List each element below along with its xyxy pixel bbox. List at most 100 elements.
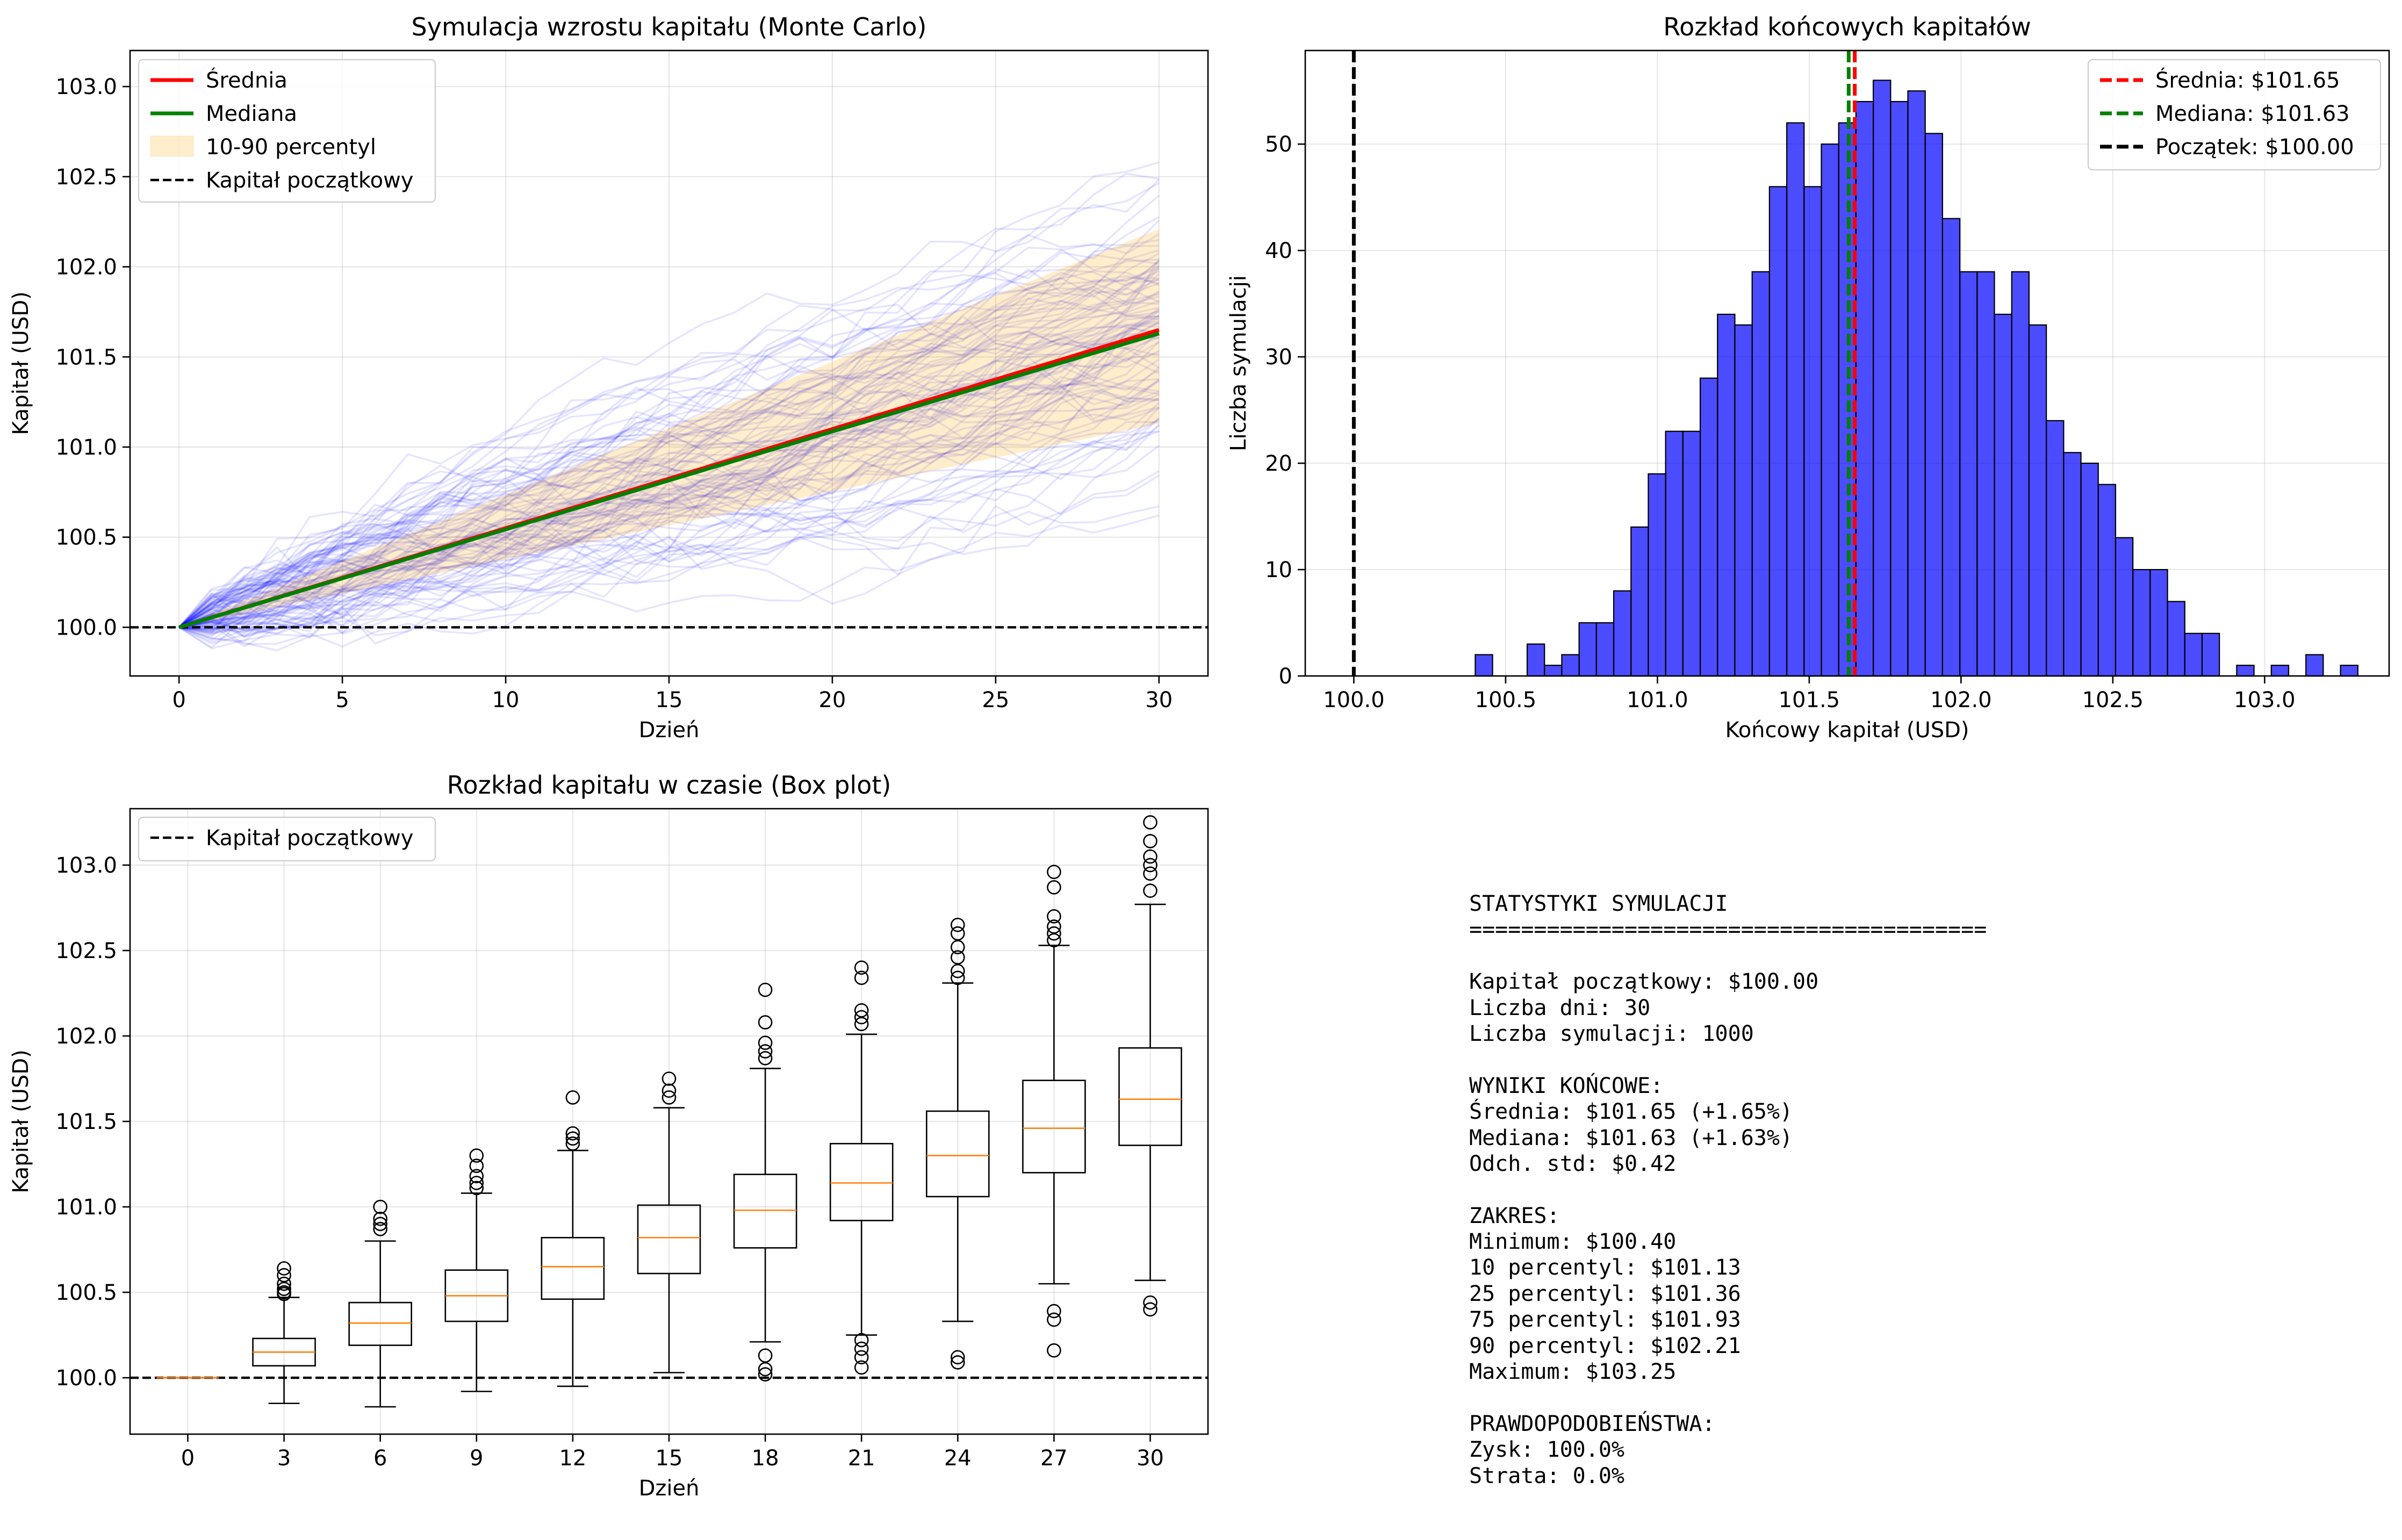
y-tick-label: 102.5	[55, 165, 117, 190]
y-tick-label: 103.0	[55, 853, 117, 878]
x-tick-label: 15	[656, 1446, 683, 1471]
legend-label: Mediana: $101.63	[2155, 102, 2350, 126]
stats-line: Odch. std: $0.42	[1469, 1151, 2275, 1177]
histogram-bar	[1925, 133, 1943, 676]
y-tick-label: 101.0	[55, 435, 117, 460]
stats-line: ========================================	[1469, 917, 2275, 942]
x-axis-label: Dzień	[639, 1476, 700, 1501]
y-axis-label: Kapitał (USD)	[9, 1049, 33, 1193]
histogram-bar	[2202, 634, 2219, 676]
x-tick-label: 30	[1137, 1446, 1164, 1471]
stats-line: Kapitał początkowy: $100.00	[1469, 969, 2275, 995]
legend-label: Kapitał początkowy	[206, 826, 413, 851]
y-tick-label: 10	[1265, 558, 1292, 582]
x-tick-label: 9	[470, 1446, 483, 1471]
stats-line: Minimum: $100.40	[1469, 1229, 2275, 1255]
x-tick-label: 20	[818, 688, 846, 713]
histogram-bar	[2029, 325, 2046, 676]
stats-line: ZAKRES:	[1469, 1203, 2275, 1229]
x-tick-label: 100.0	[1323, 688, 1385, 713]
histogram-bar	[1943, 219, 1960, 676]
x-tick-label: 5	[335, 688, 349, 713]
histogram-bar	[1544, 665, 1562, 676]
histogram-bar	[1873, 80, 1890, 676]
histogram-bar	[1821, 144, 1838, 676]
histogram-bar	[2185, 634, 2202, 676]
stats-line: 75 percentyl: $101.93	[1469, 1307, 2275, 1333]
histogram-bar	[1683, 431, 1700, 676]
histogram-bar	[2150, 570, 2167, 676]
stats-line	[1469, 1047, 2275, 1073]
stats-line: Liczba symulacji: 1000	[1469, 1021, 2275, 1047]
legend-label: 10-90 percentyl	[206, 135, 376, 160]
histogram-bar	[1614, 591, 1631, 676]
legend-label: Średnia: $101.65	[2155, 67, 2340, 93]
histogram-bar	[1770, 186, 1787, 676]
legend-label: Początek: $100.00	[2155, 135, 2354, 160]
legend-label: Kapitał początkowy	[206, 168, 413, 193]
histogram-bar	[1648, 474, 1665, 676]
histogram-bar	[2081, 463, 2098, 676]
x-axis-label: Końcowy kapitał (USD)	[1725, 718, 1969, 743]
y-tick-label: 40	[1265, 239, 1292, 263]
histogram-bar	[2236, 665, 2254, 676]
histogram-bar	[1596, 623, 1614, 676]
histogram-bar	[1579, 623, 1596, 676]
y-axis-label: Kapitał (USD)	[9, 291, 33, 435]
legend: Kapitał początkowy	[139, 817, 435, 861]
y-tick-label: 102.0	[55, 255, 117, 280]
legend: Średnia: $101.65 Mediana: $101.63 Początek…	[2088, 60, 2381, 170]
histogram-bar	[2271, 665, 2289, 676]
stats-line: 90 percentyl: $102.21	[1469, 1333, 2275, 1359]
histogram-bar	[1700, 378, 1717, 676]
stats-line: Średnia: $101.65 (+1.65%)	[1469, 1099, 2275, 1125]
y-tick-label: 20	[1265, 451, 1292, 476]
x-tick-label: 10	[492, 688, 520, 713]
chart-title: Rozkład końcowych kapitałów	[1663, 12, 2031, 41]
legend-label: Średnia	[206, 67, 287, 93]
histogram-bar	[1562, 654, 1579, 676]
y-tick-label: 0	[1279, 664, 1292, 689]
x-tick-label: 27	[1040, 1446, 1068, 1471]
y-tick-label: 101.5	[55, 1110, 117, 1134]
statistics-panel: STATYSTYKI SYMULACJI====================…	[1469, 891, 2275, 1489]
x-axis-label: Dzień	[639, 718, 700, 743]
stats-line	[1469, 1385, 2275, 1411]
stats-line: Liczba dni: 30	[1469, 995, 2275, 1021]
y-tick-label: 30	[1265, 345, 1292, 370]
x-tick-label: 21	[848, 1446, 875, 1471]
histogram-bar	[2046, 421, 2063, 676]
histogram-bar	[2012, 272, 2029, 676]
stats-line: STATYSTYKI SYMULACJI	[1469, 891, 2275, 917]
histogram-bar	[1735, 325, 1752, 676]
histogram-bar	[1787, 123, 1804, 676]
x-tick-label: 24	[944, 1446, 972, 1471]
stats-line: 25 percentyl: $101.36	[1469, 1281, 2275, 1307]
histogram-bar	[2341, 665, 2358, 676]
histogram-bar	[1856, 102, 1873, 676]
histogram-bar	[1717, 314, 1735, 676]
y-tick-label: 100.5	[55, 1280, 117, 1305]
x-tick-label: 101.5	[1779, 688, 1840, 713]
x-tick-label: 3	[277, 1446, 291, 1471]
y-tick-label: 102.0	[55, 1024, 117, 1049]
histogram-bar	[1475, 654, 1492, 676]
y-tick-label: 100.5	[55, 526, 117, 550]
chart-title: Symulacja wzrostu kapitału (Monte Carlo)	[412, 12, 927, 41]
x-tick-label: 12	[559, 1446, 586, 1471]
histogram-bar	[1995, 314, 2012, 676]
x-tick-label: 102.5	[2082, 688, 2144, 713]
y-tick-label: 100.0	[55, 1366, 117, 1391]
histogram-bar	[1804, 186, 1821, 676]
stats-line	[1469, 943, 2275, 969]
stats-line: Zysk: 100.0%	[1469, 1437, 2275, 1463]
y-axis-label: Liczba symulacji	[1226, 275, 1251, 451]
histogram-bar	[1908, 91, 1925, 676]
histogram-bar	[2133, 570, 2150, 676]
histogram-bar	[1977, 272, 1994, 676]
